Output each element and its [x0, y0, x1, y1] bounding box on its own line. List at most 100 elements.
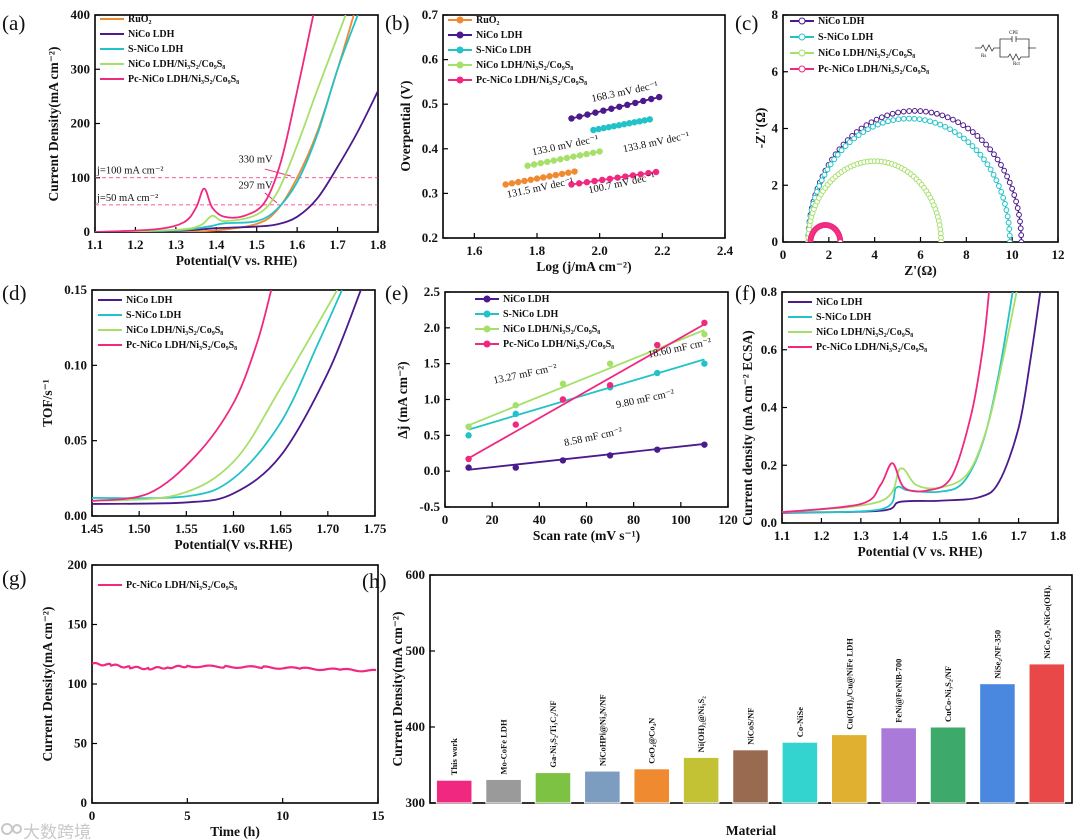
y-tick-label: 0.0: [761, 515, 777, 530]
data-point: [1016, 211, 1022, 218]
data-point: [614, 174, 621, 181]
panel-label: (a): [2, 11, 25, 35]
x-tick-label: 6: [917, 247, 924, 262]
series-nico-ldh: [568, 93, 663, 122]
legend-marker: [456, 76, 464, 84]
legend-marker: [456, 31, 464, 39]
data-point: [860, 129, 867, 135]
x-tick-label: 0: [89, 808, 96, 823]
y-tick-label: -0.5: [419, 499, 440, 514]
data-point: [512, 421, 519, 428]
data-point: [1004, 213, 1011, 220]
data-point: [987, 166, 994, 173]
data-point: [620, 121, 628, 128]
y-tick-label: 0.7: [422, 7, 439, 22]
x-tick-label: 2: [826, 247, 833, 262]
x-tick-label: 12: [1052, 247, 1065, 262]
legend-marker: [798, 49, 806, 57]
data-point: [631, 119, 638, 126]
data-point: [608, 105, 615, 112]
legend-label: NiCo LDH/Ni₃S₂/Co₉S₈: [126, 325, 223, 336]
data-point: [701, 319, 708, 327]
legend-label: NiCo LDH/Ni₃S₂/Co₉S₈: [818, 48, 915, 59]
plot-area: [95, 15, 378, 232]
x-axis-label: Potential(V vs. RHE): [176, 253, 298, 268]
data-point: [969, 143, 976, 149]
data-point: [1004, 173, 1010, 180]
series-s-nico-ldh: [782, 292, 1014, 514]
x-tick-label: 10: [1006, 247, 1019, 262]
data-point: [530, 161, 538, 168]
panel-a: (a) 0 100 200 300 400 1.1 1.2 1.3 1.4 1.5 1.6 1.7 1.8…: [2, 7, 387, 268]
bar: [584, 770, 621, 804]
data-point: [928, 109, 935, 116]
fit-line: [468, 358, 705, 431]
x-axis-label: Potential (V vs. RHE): [858, 544, 983, 559]
data-point: [911, 115, 918, 122]
data-point: [622, 173, 629, 180]
y-tick-label: 0.4: [422, 141, 439, 156]
x-tick-label: 1.2: [127, 237, 143, 252]
bar: [1028, 663, 1066, 804]
data-point: [640, 97, 647, 105]
series-pc-nico-ldh-ni-s-co-s-: [568, 168, 660, 188]
data-point: [465, 432, 472, 439]
y-tick-label: 2: [772, 177, 779, 192]
series-pc-nico-ldh-ni-s-co-s-: [782, 292, 990, 514]
y-tick-label: 400: [406, 719, 426, 734]
data-point: [934, 110, 940, 117]
series-line: [95, 15, 347, 232]
y-tick-label: 2.5: [424, 284, 441, 299]
data-point: [606, 381, 614, 389]
data-point: [558, 170, 566, 178]
data-point: [993, 177, 1000, 184]
data-point: [831, 156, 838, 163]
data-point: [827, 161, 834, 168]
data-point: [884, 112, 891, 119]
y-tick-label: 8: [772, 7, 779, 22]
circuit-label: CPE: [1009, 31, 1018, 36]
data-point: [544, 158, 551, 166]
data-point: [592, 109, 599, 116]
bar-label: NiCoS/NF: [746, 707, 756, 744]
panel-label: (f): [735, 281, 756, 305]
legend-marker: [483, 340, 491, 348]
x-tick-label: 1.2: [813, 528, 829, 543]
bar: [435, 779, 473, 804]
y-tick-label: 200: [68, 557, 88, 572]
y-tick-label: 0.3: [422, 185, 439, 200]
y-axis-label: Current Density(mA cm⁻²): [40, 607, 55, 762]
data-point: [1013, 198, 1020, 205]
y-tick-label: 600: [406, 567, 426, 582]
y-axis-label: Overpential (V): [398, 80, 413, 171]
data-point: [1018, 239, 1025, 242]
series-nico-ldh: [92, 290, 362, 505]
panel-h: (h) 300 400 500 600 Material Current Density(m…: [362, 567, 1073, 838]
x-tick-label: 1.8: [529, 243, 546, 258]
data-point: [584, 111, 591, 118]
legend-marker: [483, 310, 491, 318]
y-tick-label: 1.5: [424, 356, 441, 371]
data-point: [994, 156, 1001, 163]
bar-label: NiSe₂/NF-350: [992, 630, 1002, 679]
x-axis-label: Material: [726, 823, 776, 838]
bar: [929, 726, 967, 804]
panel-d: (d) 0.00 0.05 0.10 0.15 1.45 1.50 1.55 1.60 1.65 1…: [2, 281, 387, 552]
x-axis-label: Potential(V vs.RHE): [174, 537, 292, 552]
y-tick-label: 0.8: [761, 284, 778, 299]
data-point: [600, 124, 607, 132]
x-axis-label: Scan rate (mV s⁻¹): [533, 528, 640, 543]
data-point: [568, 115, 575, 122]
x-tick-label: 2.0: [592, 243, 608, 258]
arrow-297: [264, 192, 278, 204]
data-point: [575, 180, 583, 187]
y-axis-label: -Z''(Ω): [753, 108, 768, 149]
data-point: [654, 369, 661, 377]
bar: [880, 727, 917, 804]
x-tick-label: 1.5: [932, 528, 949, 543]
data-point: [983, 141, 989, 148]
equivalent-circuit-icon: [975, 36, 1036, 61]
panel-c: (c) 0 2 4 6 8 0 2 4 6 8 10 12 Z'(Ω) -Z''(Ω) NiCo LDH S-N…: [735, 7, 1065, 278]
data-point: [527, 176, 534, 183]
